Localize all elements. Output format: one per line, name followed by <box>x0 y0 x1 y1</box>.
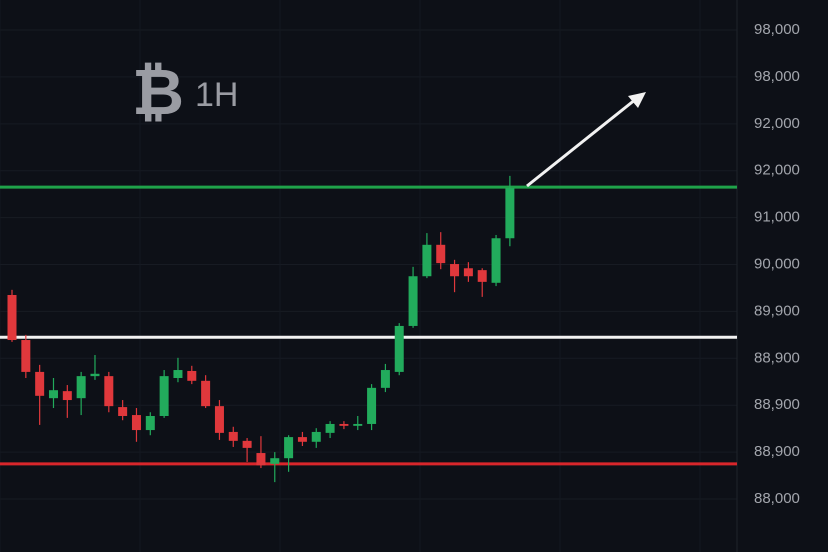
candle-body <box>21 340 31 372</box>
coin-symbol: ₿ <box>132 56 184 128</box>
levels <box>0 185 737 466</box>
y-tick-label: 90,000 <box>754 255 800 272</box>
candle-body <box>436 244 446 264</box>
candle-body <box>90 373 100 377</box>
y-tick-label: 88,000 <box>754 490 800 507</box>
y-tick-label: 98,000 <box>754 21 800 38</box>
candle-body <box>242 440 252 448</box>
candle-body <box>311 431 321 442</box>
candle-body <box>367 387 377 424</box>
candle-body <box>228 431 238 441</box>
y-axis: 88,000 88,900 88,900 88,900 89,900 90,000 91,0… <box>754 21 800 507</box>
candle-body <box>7 294 17 341</box>
y-tick-label: 92,000 <box>754 115 800 132</box>
candle-body <box>353 423 363 426</box>
candle-body <box>256 453 266 466</box>
candle-body <box>187 370 197 381</box>
candle-body <box>491 238 501 283</box>
trend-arrow <box>526 92 646 188</box>
y-tick-label: 89,900 <box>754 302 800 319</box>
candle-body <box>104 376 114 407</box>
y-tick-label: 98,000 <box>754 68 800 85</box>
candle-body <box>450 264 460 277</box>
candle-body <box>76 376 86 399</box>
candle-body <box>173 370 183 379</box>
candle-body <box>325 423 335 433</box>
candle-body <box>284 437 294 459</box>
candle-body <box>35 371 45 396</box>
candle-body <box>477 270 487 282</box>
candle-body <box>159 376 169 416</box>
candle-body <box>463 268 473 277</box>
chart-title: 1H <box>195 76 238 114</box>
candle-body <box>505 188 515 239</box>
candle-body <box>145 415 155 431</box>
candle-body <box>394 325 404 372</box>
candle-body <box>422 244 432 277</box>
candle-body <box>118 407 128 416</box>
y-tick-label: 88,900 <box>754 443 800 460</box>
candle-body <box>131 415 141 431</box>
candle-body <box>339 423 349 426</box>
candle-body <box>270 458 280 464</box>
arrow-shaft <box>526 97 637 188</box>
candle-body <box>201 380 211 407</box>
candle-body <box>297 437 307 442</box>
candles <box>7 175 515 483</box>
candle-body <box>380 370 390 388</box>
y-tick-label: 88,900 <box>754 396 800 413</box>
candle-body <box>62 391 72 401</box>
candle-body <box>408 276 418 326</box>
arrow-head <box>628 92 646 108</box>
y-tick-label: 92,000 <box>754 162 800 179</box>
y-tick-label: 88,900 <box>754 349 800 366</box>
candle-body <box>48 390 58 399</box>
y-tick-label: 91,000 <box>754 209 800 226</box>
candle-body <box>214 406 224 433</box>
grid <box>0 29 737 500</box>
